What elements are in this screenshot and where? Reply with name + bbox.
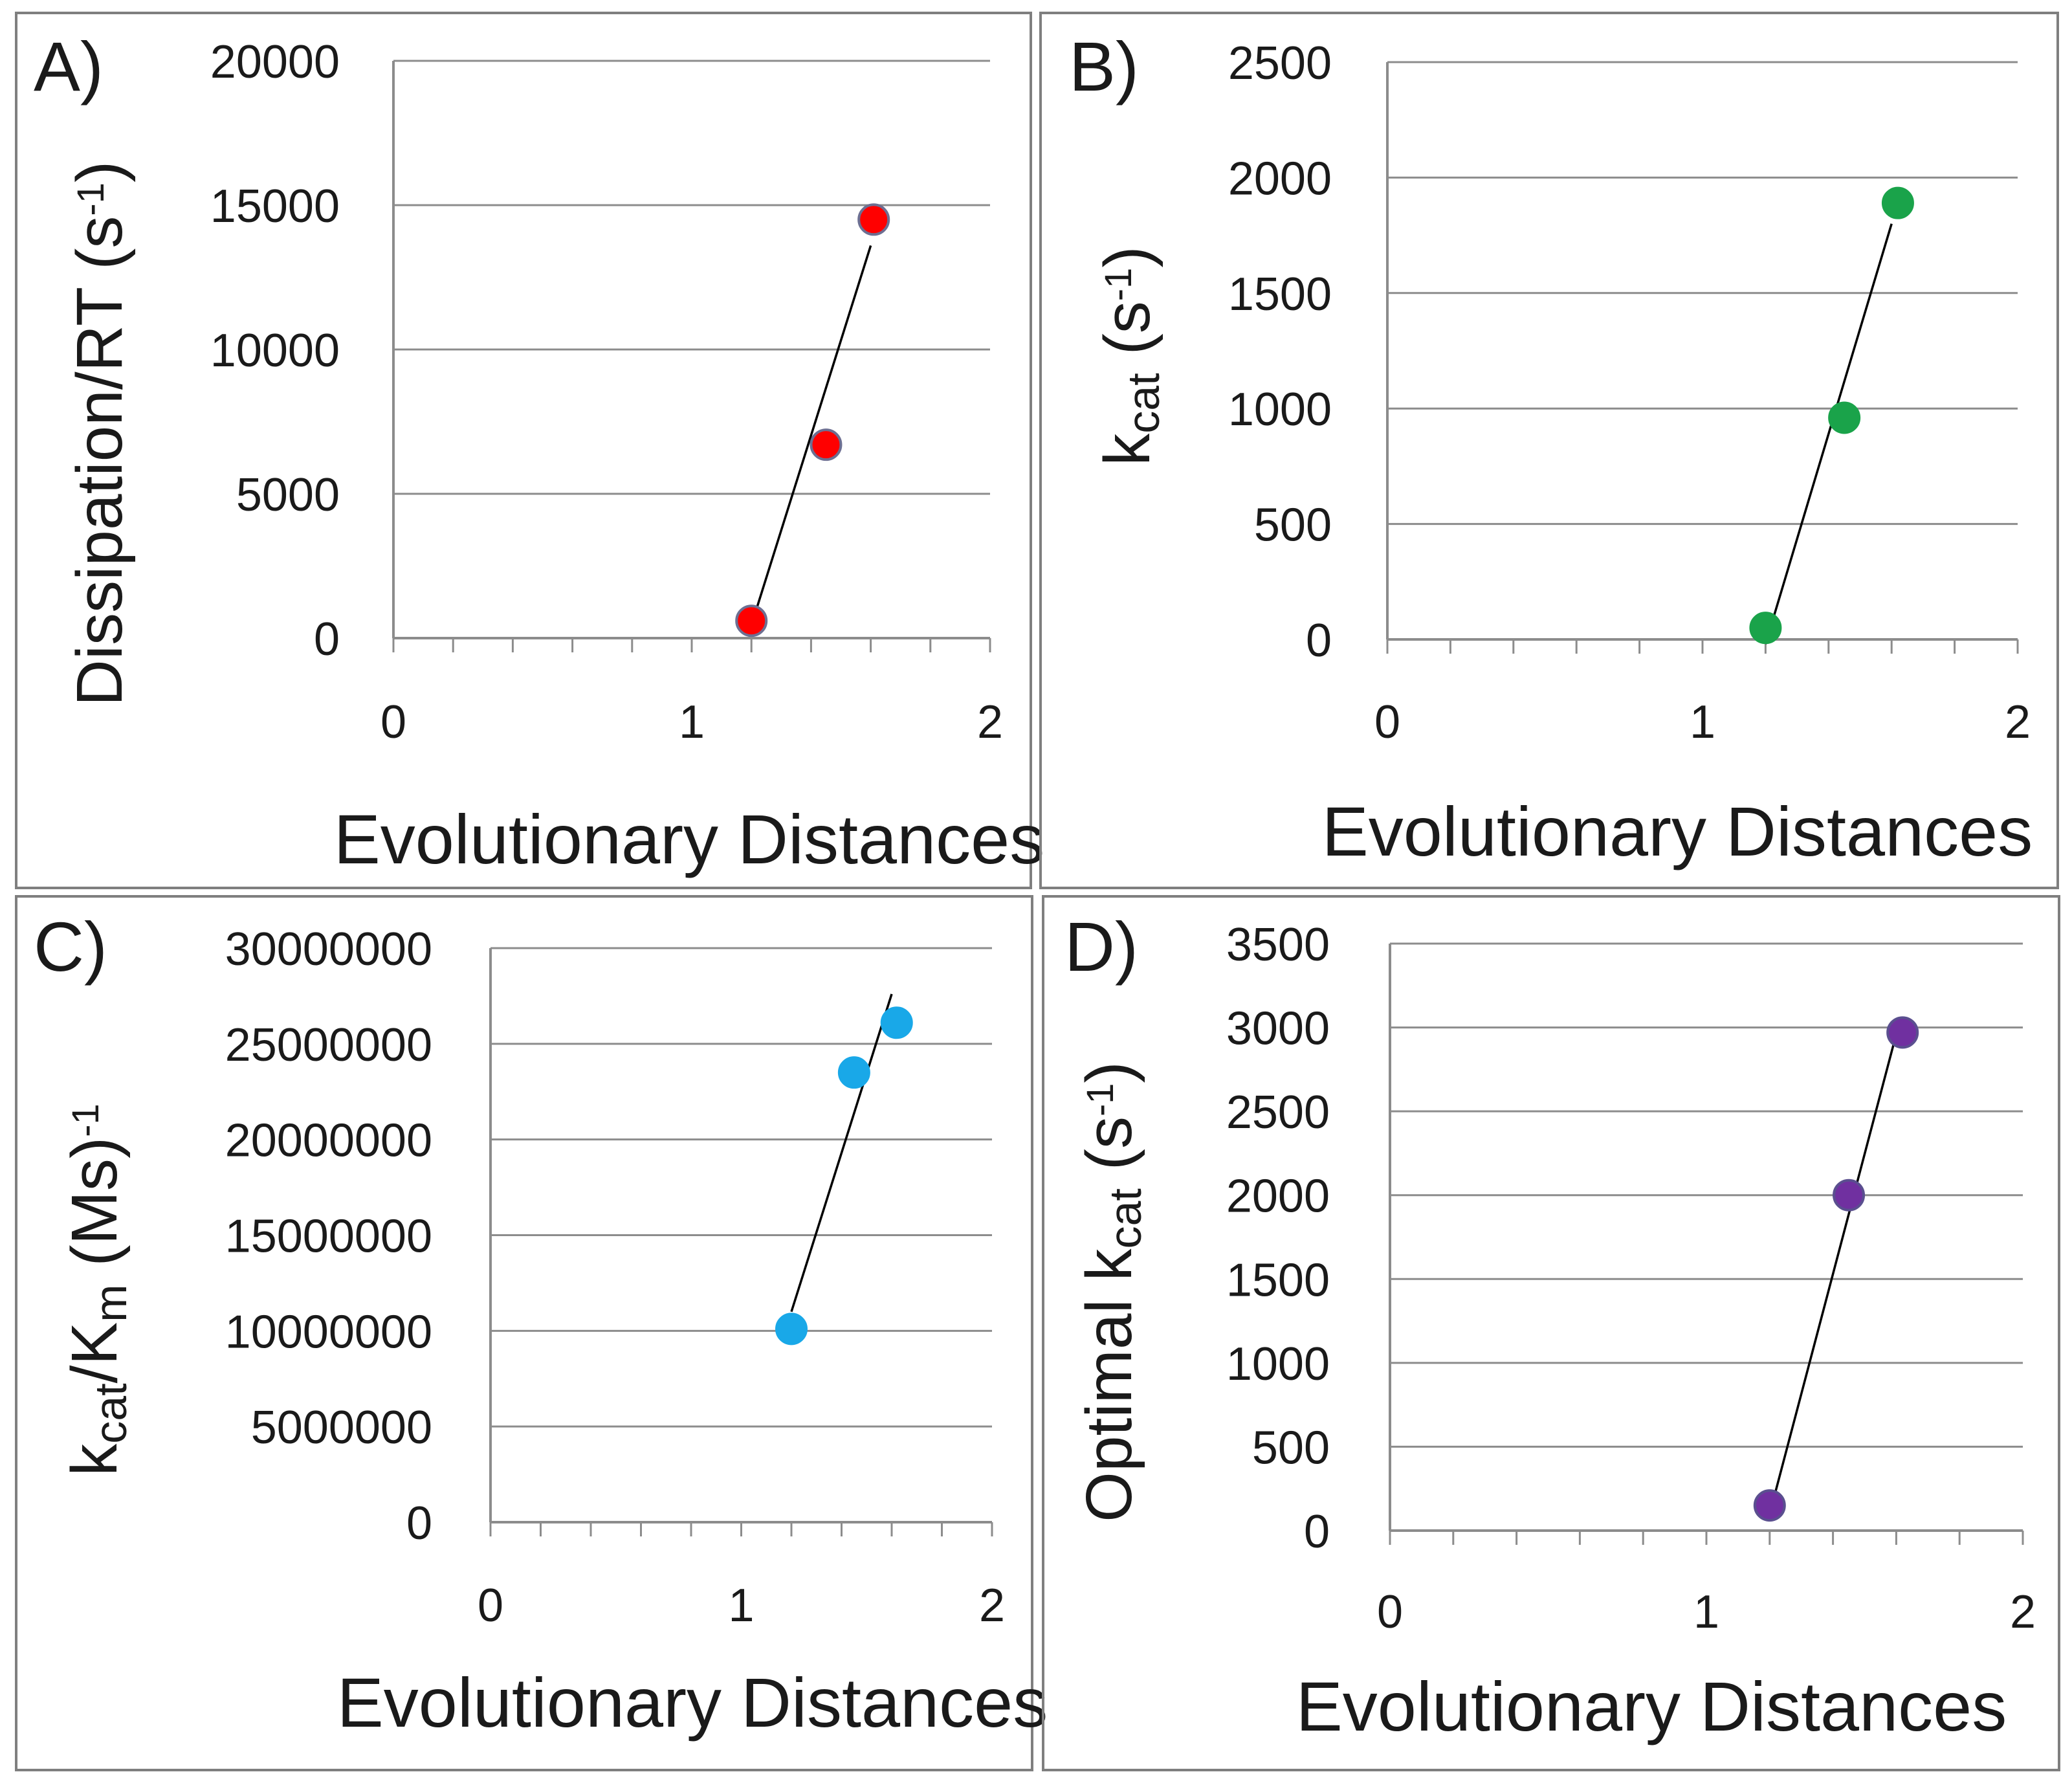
panel-d-plot: 0 500 1000 1500 2000 2500 3000 3500 0 1 2	[1226, 919, 2036, 1638]
panel-c-y-tick-label: 25000000	[225, 1019, 432, 1071]
panel-d-data-point	[1833, 1179, 1866, 1212]
panel-c-data-point	[775, 1312, 808, 1346]
panel-b-data-point	[1749, 612, 1782, 645]
panel-b-x-tick-label: 1	[1690, 696, 1715, 748]
panel-a-y-tick-label: 15000	[210, 181, 340, 232]
panel-a-trendline	[750, 245, 872, 626]
panel-a-y-tick-label: 20000	[210, 36, 340, 88]
panel-b-y-tick-label: 500	[1254, 500, 1332, 551]
panel-b-trendline	[1764, 223, 1893, 645]
panel-b-y-tick-label: 2000	[1228, 153, 1332, 205]
panel-b-x-tick-label: 2	[2005, 696, 2031, 748]
panel-c-y-tick-label: 5000000	[251, 1402, 432, 1454]
panel-a-y-tick-label: 10000	[210, 325, 340, 377]
panel-c-y-tick-label: 20000000	[225, 1115, 432, 1167]
panel-c-y-label-part: (Ms)	[58, 1137, 131, 1285]
panel-d-trendline	[1769, 1034, 1898, 1514]
panel-c: C) 0 5000000 10000000 15000000 20000000 25000…	[15, 895, 1048, 1771]
panel-d: D) 0 500 1000 1500 2000 2500 3000 3500 0 1 2 Evolu…	[1042, 895, 2060, 1771]
panel-d-y-tick-label: 3500	[1226, 919, 1330, 971]
panel-c-y-label-part: /K	[58, 1322, 131, 1383]
panel-c-y-label-part: cat	[85, 1383, 136, 1443]
panel-b-y-label-part: -1	[1097, 268, 1140, 302]
panel-d-y-tick-label: 1000	[1226, 1338, 1330, 1390]
panel-b-y-label-part: k	[1091, 433, 1163, 466]
panel-a-x-tick-label: 2	[977, 696, 1003, 748]
panel-c-x-tick-label: 2	[979, 1580, 1005, 1632]
panel-b-label: B)	[1069, 27, 1139, 105]
panel-d-y-tick-label: 1500	[1226, 1254, 1330, 1306]
panel-a-data-point	[735, 604, 768, 637]
panel-d-frame	[1042, 895, 2060, 1771]
panel-a-y-axis-label: Dissipation/RT (s-1)	[63, 161, 136, 707]
panel-d-y-tick-label: 3000	[1226, 1003, 1330, 1055]
panel-d-y-axis-label: Optimal kcat (s-1)	[1073, 1061, 1151, 1522]
panel-c-x-tick-label: 0	[478, 1580, 503, 1632]
panel-a-plot: 0 5000 10000 15000 20000 0 1 2	[210, 36, 1003, 748]
panel-b: B) 0 500 1000 1500 2000 2500 0 1 2 Evolutionary …	[1039, 12, 2059, 889]
panel-b-x-axis-label: Evolutionary Distances	[1322, 792, 2033, 870]
panel-d-x-tick-label: 0	[1377, 1586, 1403, 1638]
panel-b-y-axis-label: kcat (s-1)	[1091, 246, 1169, 465]
panel-c-y-label-part: -1	[65, 1103, 107, 1137]
panel-d-data-point	[1886, 1016, 1919, 1049]
panel-c-y-tick-label: 0	[406, 1498, 432, 1549]
panel-a-data-point	[857, 203, 890, 236]
panel-b-x-tick-label: 0	[1374, 696, 1400, 748]
panel-d-y-tick-label: 2000	[1226, 1171, 1330, 1223]
panel-d-y-tick-label: 500	[1252, 1422, 1330, 1474]
panel-d-y-label-part: )	[1073, 1061, 1145, 1083]
panel-b-data-point	[1828, 401, 1861, 434]
panel-a-y-label-part: Dissipation/RT (s	[63, 216, 136, 707]
panel-b-y-tick-label: 0	[1306, 615, 1332, 667]
panel-b-y-label-part: (s	[1091, 301, 1163, 373]
panel-b-y-tick-label: 1000	[1228, 384, 1332, 436]
panel-c-y-axis-label: kcat/Km (Ms)-1	[58, 1103, 136, 1476]
panel-d-y-tick-label: 2500	[1226, 1087, 1330, 1138]
panel-a-data-point	[810, 428, 843, 461]
panel-a-x-tick-label: 1	[679, 696, 705, 748]
panel-c-data-point	[837, 1056, 870, 1089]
panel-c-x-axis-label: Evolutionary Distances	[337, 1663, 1048, 1742]
panel-c-y-tick-label: 15000000	[225, 1211, 432, 1263]
panel-b-data-point	[1881, 186, 1914, 219]
panel-b-y-label-part: )	[1091, 246, 1163, 267]
panel-a-label: A)	[34, 27, 104, 105]
panel-d-y-tick-label: 0	[1304, 1506, 1330, 1558]
panel-d-data-point	[1753, 1489, 1786, 1522]
panel-c-label: C)	[34, 907, 107, 986]
panel-a-x-tick-label: 0	[380, 696, 406, 748]
panel-b-y-tick-label: 1500	[1228, 269, 1332, 320]
panel-b-plot: 0 500 1000 1500 2000 2500 0 1 2	[1228, 38, 2031, 748]
panel-d-y-label-part: -1	[1079, 1083, 1121, 1116]
panel-b-y-tick-label: 2500	[1228, 38, 1332, 89]
panel-a-y-tick-label: 0	[314, 614, 340, 665]
panel-d-x-tick-label: 2	[2010, 1586, 2036, 1638]
panel-b-frame	[1039, 12, 2059, 889]
panel-c-y-tick-label: 30000000	[225, 924, 432, 975]
panel-a-frame	[15, 12, 1032, 889]
panel-c-plot: 0 5000000 10000000 15000000 20000000 25000000…	[225, 924, 1005, 1632]
panel-c-x-tick-label: 1	[728, 1580, 754, 1632]
panel-c-trendline	[790, 993, 893, 1312]
panel-a: A) 0 5000 10000 15000 20000 0 1 2 Evolutionary …	[15, 12, 1045, 889]
panel-a-y-label-part: )	[63, 161, 136, 183]
panel-a-y-label-part: -1	[70, 183, 112, 216]
panel-b-y-label-part: cat	[1118, 373, 1169, 433]
panel-d-label: D)	[1064, 907, 1138, 986]
panel-c-data-point	[880, 1006, 913, 1039]
panel-d-y-label-part: (s	[1073, 1116, 1145, 1188]
panel-c-y-tick-label: 10000000	[225, 1306, 432, 1358]
panel-c-y-label-part: m	[85, 1285, 136, 1322]
panel-d-x-tick-label: 1	[1693, 1586, 1719, 1638]
panel-a-x-axis-label: Evolutionary Distances	[334, 800, 1045, 878]
panel-d-x-axis-label: Evolutionary Distances	[1296, 1667, 2007, 1745]
panel-c-y-label-part: k	[58, 1443, 131, 1476]
panel-d-y-label-part: Optimal k	[1073, 1248, 1145, 1522]
panel-a-y-tick-label: 5000	[236, 469, 340, 521]
panel-c-frame	[15, 895, 1033, 1771]
panel-d-y-label-part: cat	[1100, 1188, 1151, 1248]
